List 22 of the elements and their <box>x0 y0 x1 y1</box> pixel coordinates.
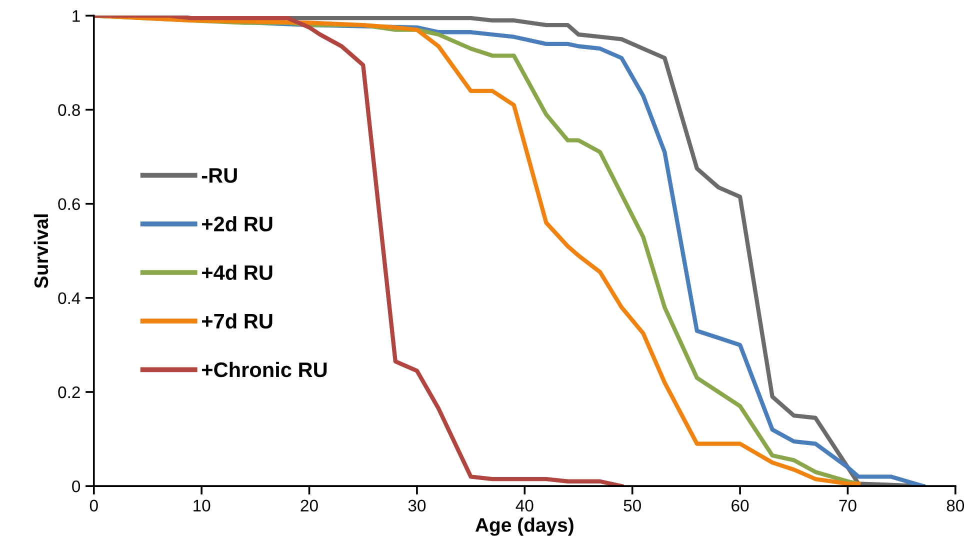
y-tick-label: 0.8 <box>58 104 80 116</box>
legend-label: -RU <box>202 168 237 183</box>
x-tick-label: 60 <box>732 500 749 512</box>
y-tick-label: 0.6 <box>58 198 80 210</box>
x-tick-label: 10 <box>194 500 210 512</box>
legend-label: +4d RU <box>202 264 272 280</box>
y-tick-label: 0.2 <box>58 386 80 398</box>
x-tick-label: 70 <box>839 500 856 512</box>
x-axis-title: Age (days) <box>475 518 574 536</box>
x-tick-label: 80 <box>946 500 964 512</box>
legend-label: +Chronic RU <box>202 362 327 378</box>
y-tick-label: 0.4 <box>58 292 80 304</box>
x-tick-label: 20 <box>300 500 318 512</box>
x-tick-label: 40 <box>516 500 534 512</box>
x-tick-label: 50 <box>624 500 641 512</box>
y-tick-label: 1 <box>72 10 80 22</box>
x-tick-label: 30 <box>408 500 426 512</box>
y-tick-label: 0 <box>72 480 80 492</box>
y-axis-title: Survival <box>34 214 48 288</box>
x-tick-label: 0 <box>90 500 98 512</box>
legend-label: +7d RU <box>202 313 272 329</box>
legend-label: +2d RU <box>202 216 272 232</box>
